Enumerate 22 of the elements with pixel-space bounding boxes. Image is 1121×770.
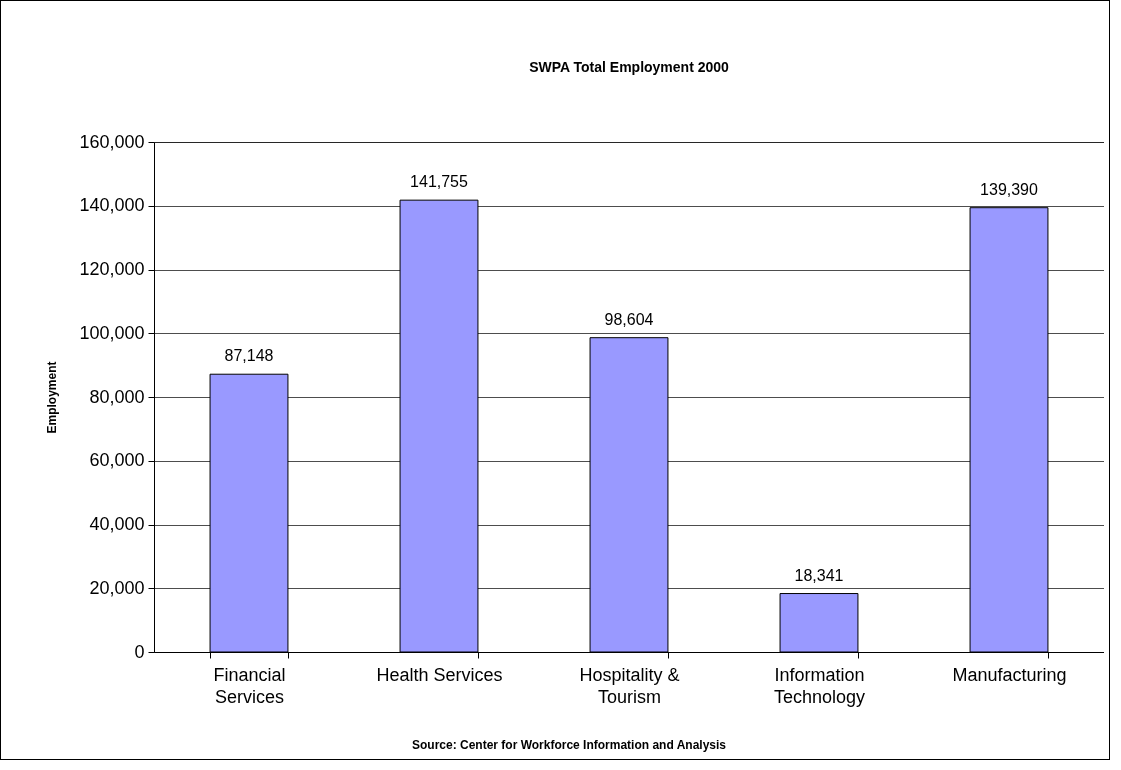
y-tick-label: 80,000 xyxy=(89,386,145,407)
x-tick-label: Financial Services xyxy=(213,664,286,707)
y-tick-label: 40,000 xyxy=(89,514,145,534)
y-tick-label: 140,000 xyxy=(79,195,145,216)
x-tick-label: Information Technology xyxy=(773,664,866,707)
x-tick-label: Manufacturing xyxy=(952,664,1067,685)
y-tick-label: 120,000 xyxy=(79,259,145,279)
y-axis-title: Employment xyxy=(45,361,60,434)
data-label: 141,755 xyxy=(410,173,469,191)
y-tick-label: 20,000 xyxy=(89,577,145,598)
y-tick-label: 60,000 xyxy=(89,450,145,471)
y-tick-label: 100,000 xyxy=(79,322,145,343)
chart-title: SWPA Total Employment 2000 xyxy=(529,59,730,75)
x-tick-label: Hospitality & Tourism xyxy=(579,664,680,707)
x-tick-label: Health Services xyxy=(376,664,503,685)
data-label: 139,390 xyxy=(980,180,1039,198)
y-tick-label: 160,000 xyxy=(79,131,145,152)
data-label: 18,341 xyxy=(794,566,844,584)
data-label: 87,148 xyxy=(224,347,274,365)
data-label: 98,604 xyxy=(604,310,654,328)
y-tick-label: 0 xyxy=(134,641,145,662)
source-note: Source: Center for Workforce Information and Analysis xyxy=(411,738,727,752)
